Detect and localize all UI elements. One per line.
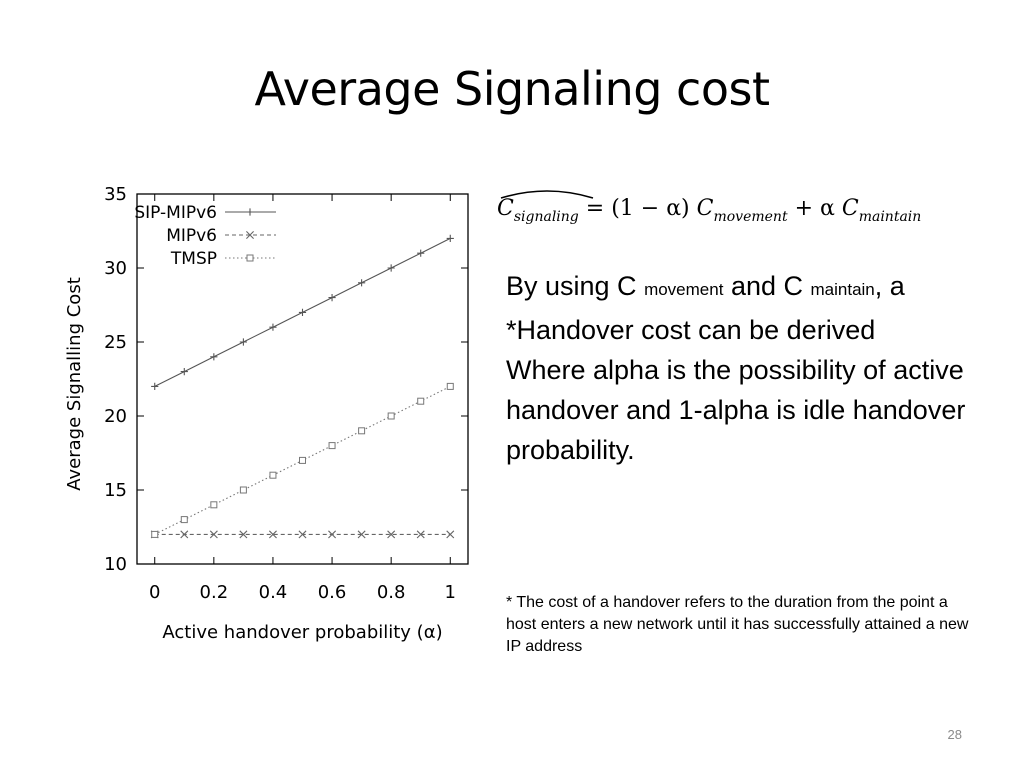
data-point-mipv6	[180, 530, 189, 539]
data-point-mipv6	[446, 530, 455, 539]
explanation-text: By using C movement and C maintain, a *H…	[506, 266, 966, 470]
data-point-tmsp	[151, 530, 159, 538]
formula-lhs: C	[497, 196, 514, 221]
data-point-sip-mipv6	[239, 338, 247, 346]
data-point-tmsp	[387, 412, 395, 420]
formula-term1: C	[696, 196, 714, 221]
formula-term1-sub: movement	[713, 209, 788, 225]
formula-term2-sub: maintain	[858, 209, 922, 225]
data-point-mipv6	[357, 530, 366, 539]
data-point-tmsp	[328, 442, 336, 450]
data-point-sip-mipv6	[387, 264, 395, 272]
y-tick-label: 30	[104, 258, 127, 279]
data-point-tmsp	[269, 471, 277, 479]
slide-title: Average Signaling cost	[254, 62, 770, 116]
data-point-mipv6	[209, 530, 218, 539]
explanation-paragraph-2: Where alpha is the possibility of active…	[506, 355, 966, 465]
x-axis-label: Active handover probability (α)	[162, 622, 442, 643]
data-point-mipv6	[387, 530, 396, 539]
y-tick-label: 25	[104, 332, 127, 353]
hat-accent-icon	[500, 190, 594, 199]
p1-text-a: By using C	[506, 271, 645, 301]
data-point-tmsp	[446, 382, 454, 390]
p1-text-c: , a *Handover cost can be derived	[506, 271, 905, 345]
x-tick-label: 0.8	[377, 582, 406, 603]
p1-sub-movement: movement	[644, 280, 724, 299]
data-point-sip-mipv6	[298, 308, 307, 316]
data-point-mipv6	[268, 530, 277, 539]
legend-marker	[246, 231, 254, 239]
data-point-sip-mipv6	[328, 294, 336, 302]
data-point-tmsp	[180, 516, 188, 524]
x-tick-label: 0	[149, 582, 160, 603]
y-axis-label: Average Signalling Cost	[64, 277, 85, 491]
legend-marker	[246, 208, 254, 216]
data-point-tmsp	[239, 486, 247, 494]
data-point-mipv6	[328, 530, 337, 539]
x-tick-label: 0.4	[259, 582, 288, 603]
legend-label: SIP-MIPv6	[134, 203, 217, 223]
x-tick-label: 0.6	[318, 582, 347, 603]
data-point-tmsp	[299, 456, 306, 464]
data-point-tmsp	[358, 427, 366, 435]
explanation-paragraph-1: By using C movement and C maintain, a *H…	[506, 266, 966, 350]
x-tick-label: 1	[445, 582, 456, 603]
p1-sub-maintain: maintain	[810, 280, 875, 299]
data-point-tmsp	[417, 397, 425, 405]
y-tick-label: 10	[104, 554, 127, 575]
y-tick-label: 15	[104, 480, 127, 501]
y-tick-label: 35	[104, 184, 127, 205]
data-point-sip-mipv6	[446, 234, 454, 242]
data-point-sip-mipv6	[417, 249, 425, 257]
plot-frame	[136, 193, 469, 565]
data-point-tmsp	[210, 501, 218, 509]
data-point-mipv6	[298, 530, 307, 539]
footnote: * The cost of a handover refers to the d…	[506, 594, 969, 655]
data-point-mipv6	[239, 530, 248, 539]
page-number: 28	[947, 727, 962, 742]
x-tick-label: 0.2	[200, 582, 229, 603]
legend-label: MIPv6	[166, 226, 217, 246]
legend-label: TMSP	[170, 249, 217, 269]
data-point-sip-mipv6	[151, 382, 159, 390]
formula-plus: + α	[787, 196, 842, 221]
p1-text-b: and C	[723, 271, 811, 301]
formula-term2: C	[841, 196, 859, 221]
data-point-sip-mipv6	[269, 323, 277, 331]
data-point-sip-mipv6	[358, 279, 366, 287]
data-point-sip-mipv6	[180, 368, 188, 376]
signaling-cost-formula: Csignaling = (1 − α) Cmovement + α Cmain…	[497, 190, 997, 244]
formula-eq: = (1 − α)	[585, 196, 697, 221]
legend-marker	[246, 254, 254, 262]
y-tick-label: 20	[104, 406, 127, 427]
data-point-sip-mipv6	[210, 353, 218, 361]
data-point-mipv6	[416, 530, 425, 539]
signaling-cost-chart: 10 15 20 25 30 35 0 0.2 0.4 0.6 0.8 1 Active handove…	[58, 178, 478, 648]
formula-lhs-sub: signaling	[513, 209, 579, 225]
